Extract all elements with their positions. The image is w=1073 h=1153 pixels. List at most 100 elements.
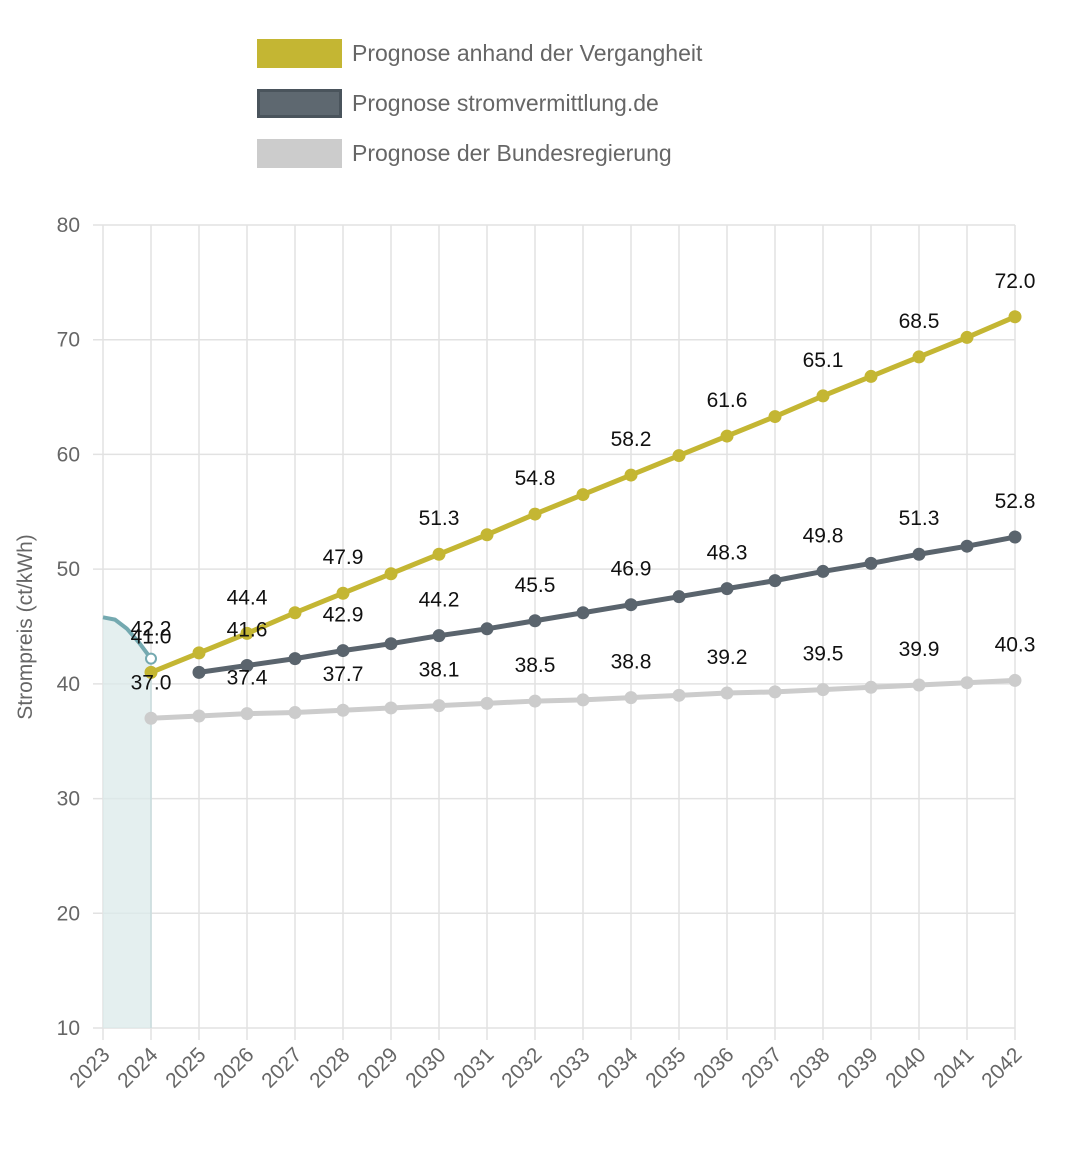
series-point-0	[576, 488, 590, 502]
legend-label-vergangenheit: Prognose anhand der Vergangheit	[352, 39, 703, 66]
legend-item-stromvermittlung[interactable]: Prognose stromvermittlung.de	[257, 78, 702, 128]
series-point-1	[288, 652, 302, 666]
y-tick-label: 50	[57, 558, 80, 581]
data-label: 39.5	[803, 643, 844, 666]
data-label: 42.9	[323, 604, 364, 627]
x-tick-label: 2034	[593, 1043, 643, 1093]
series-point-0	[960, 330, 974, 344]
series-point-2	[384, 701, 398, 715]
x-tick-label: 2035	[641, 1043, 690, 1092]
legend-swatch-stromvermittlung	[257, 88, 342, 118]
series-point-2	[528, 694, 542, 708]
series-point-2	[480, 696, 494, 710]
x-tick-label: 2041	[929, 1043, 978, 1092]
series-point-0	[768, 410, 782, 424]
data-label: 44.4	[227, 586, 268, 609]
y-tick-label: 30	[57, 788, 80, 811]
series-point-0	[1008, 310, 1022, 324]
x-tick-label: 2025	[161, 1043, 210, 1092]
series-point-2	[960, 676, 974, 690]
series-point-0	[240, 626, 254, 640]
x-tick-label: 2039	[833, 1043, 882, 1092]
legend-label-bundesregierung: Prognose der Bundesregierung	[352, 139, 672, 166]
series-point-1	[240, 659, 254, 673]
series-point-0	[672, 449, 686, 463]
chart-legend: Prognose anhand der Vergangheit Prognose…	[257, 28, 702, 178]
series-point-0	[624, 468, 638, 482]
series-point-0	[864, 369, 878, 383]
series-point-1	[768, 574, 782, 588]
data-label: 38.5	[515, 654, 556, 677]
series-point-0	[336, 586, 350, 600]
legend-item-bundesregierung[interactable]: Prognose der Bundesregierung	[257, 128, 702, 178]
data-label: 61.6	[707, 389, 748, 412]
data-label: 68.5	[899, 310, 940, 333]
data-labels: 41.0 44.4 47.9 51.3 54.8 58.2 61.6 65.1 68.5 72.0…	[131, 270, 1036, 695]
series-point-2	[672, 688, 686, 702]
series-point-0	[288, 606, 302, 620]
series-point-2	[576, 693, 590, 707]
y-tick-label: 80	[57, 214, 80, 237]
data-label: 65.1	[803, 349, 844, 372]
series-point-2	[624, 691, 638, 705]
data-label: 46.9	[611, 558, 652, 581]
x-tick-label: 2026	[209, 1043, 258, 1092]
series-point-2	[240, 707, 254, 721]
series-point-0	[144, 665, 158, 679]
series-point-2	[336, 703, 350, 717]
series-point-1	[624, 598, 638, 612]
y-tick-label: 40	[57, 673, 80, 696]
legend-item-vergangenheit[interactable]: Prognose anhand der Vergangheit	[257, 28, 702, 78]
series-point-0	[480, 528, 494, 542]
data-label: 37.7	[323, 663, 364, 686]
x-tick-label: 2040	[881, 1043, 930, 1092]
y-tick-label: 60	[57, 443, 80, 466]
series-point-1	[816, 564, 830, 578]
series-point-1	[192, 665, 206, 679]
series-point-2	[720, 686, 734, 700]
series-point-2	[1008, 673, 1022, 687]
y-tick-label: 10	[57, 1017, 80, 1040]
series-point-1	[960, 539, 974, 553]
x-tick-label: 2032	[497, 1043, 546, 1092]
series-point-1	[528, 614, 542, 628]
data-label: 41.6	[227, 619, 268, 642]
data-label: 51.3	[419, 507, 460, 530]
series-point-1	[864, 556, 878, 570]
series-point-1	[336, 644, 350, 658]
data-label: 40.3	[995, 633, 1036, 656]
x-tick-label: 2031	[449, 1043, 498, 1092]
series-point-1	[432, 629, 446, 643]
x-tick-label: 2033	[545, 1043, 594, 1092]
data-label: 38.1	[419, 659, 460, 682]
series-point-1	[1008, 530, 1022, 544]
data-label: 39.2	[707, 646, 748, 669]
series-point-2	[816, 683, 830, 697]
series-point-2	[768, 685, 782, 699]
series-point-1	[384, 637, 398, 651]
data-label: 41.0	[131, 625, 172, 648]
data-label: 44.2	[419, 589, 460, 612]
x-tick-label: 2027	[257, 1043, 306, 1092]
series-point-0	[912, 350, 926, 364]
data-label: 37.4	[227, 667, 268, 690]
data-label: 58.2	[611, 428, 652, 451]
legend-swatch-bundesregierung	[257, 138, 342, 168]
legend-label-stromvermittlung: Prognose stromvermittlung.de	[352, 89, 659, 116]
data-label: 37.0	[131, 671, 172, 694]
data-label: 48.3	[707, 542, 748, 565]
series-point-0	[720, 429, 734, 443]
series-point-1	[576, 606, 590, 620]
series-point-2	[912, 678, 926, 692]
data-label: 45.5	[515, 574, 556, 597]
data-label: 38.8	[611, 651, 652, 674]
x-tick-label: 2028	[305, 1043, 354, 1092]
x-tick-label: 2023	[65, 1043, 114, 1092]
series-point-2	[432, 699, 446, 713]
x-tick-label: 2037	[737, 1043, 786, 1092]
x-tick-label: 2042	[977, 1043, 1026, 1092]
series-point-0	[432, 547, 446, 561]
series-line-1	[198, 534, 1016, 675]
series-point-1	[912, 547, 926, 561]
